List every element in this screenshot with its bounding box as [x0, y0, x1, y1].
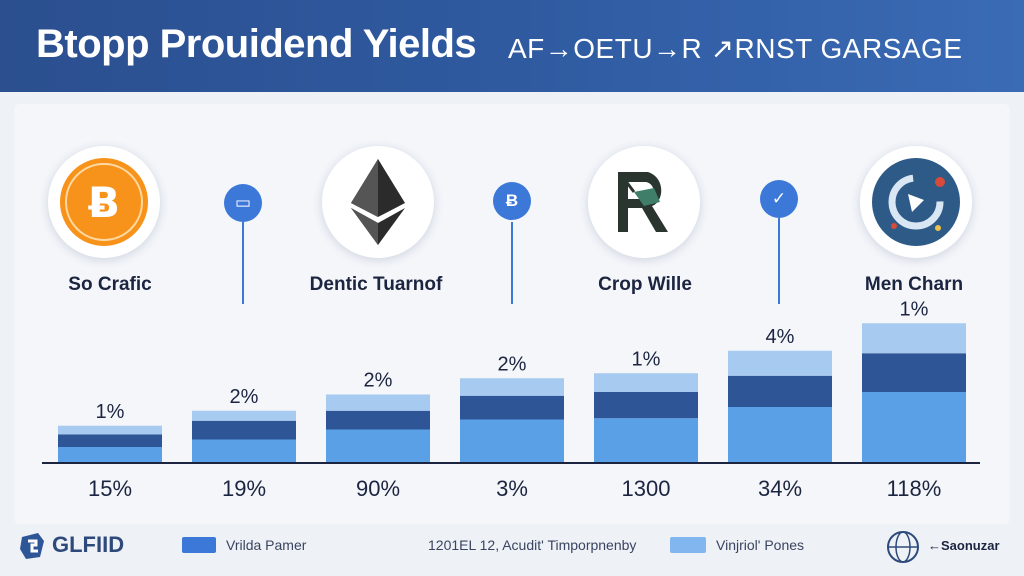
- bar-bottom-label-4: 3%: [496, 476, 528, 501]
- marker-line-1: [242, 222, 244, 304]
- bar-segment-4-2: [460, 395, 564, 420]
- footer-mid-text: 1201EL 12, Acudit' Timporpnenby: [428, 537, 637, 553]
- header-banner: Btopp Prouidend Yields AF→OETU→R ↗RNST G…: [0, 0, 1024, 92]
- bar-segment-7-3: [862, 323, 966, 354]
- bar-segment-4-1: [460, 419, 564, 462]
- bar-top-label-5: 1%: [632, 348, 661, 370]
- bar-top-label-4: 2%: [498, 353, 527, 375]
- bar-segment-2-1: [192, 439, 296, 462]
- bar-top-label-2: 2%: [230, 386, 259, 408]
- bar-segment-2-2: [192, 420, 296, 440]
- page-subtitle: AF→OETU→R ↗RNST GARSAGE: [508, 33, 963, 64]
- globe-logo-icon: [872, 158, 960, 246]
- svg-text:Ƀ: Ƀ: [88, 178, 120, 227]
- footer-logo-text: GLFIID: [52, 532, 125, 557]
- bar-bottom-label-1: 15%: [88, 476, 132, 501]
- bar-segment-5-2: [594, 392, 698, 419]
- bar-segment-7-1: [862, 392, 966, 462]
- coin-label-2: Dentic Tuarnof: [309, 274, 443, 295]
- marker-line-3: [778, 218, 780, 304]
- bar-segment-1-3: [58, 425, 162, 435]
- bar-segment-1-1: [58, 447, 162, 462]
- legend-swatch-1: [182, 537, 216, 553]
- coin-bitcoin: Ƀ: [48, 146, 160, 258]
- coin-label-3: Crop Wille: [598, 274, 692, 295]
- bar-top-label-1: 1%: [96, 401, 125, 423]
- bar-segment-2-3: [192, 410, 296, 421]
- glfiid-logo-icon: [20, 533, 44, 559]
- bar-segment-6-1: [728, 407, 832, 462]
- check-icon: ✓: [760, 180, 798, 218]
- footer-brand-text: ←Saonuzar: [928, 538, 1000, 553]
- bar-top-label-7: 1%: [900, 298, 929, 320]
- coin-globe-token: [860, 146, 972, 258]
- bar-segment-5-3: [594, 373, 698, 392]
- r-logo-icon: [618, 172, 668, 232]
- bitcoin-icon: Ƀ: [60, 158, 148, 246]
- bar-segment-3-1: [326, 429, 430, 462]
- legend-swatch-2: [670, 537, 706, 553]
- page-title: Btopp Prouidend Yields: [36, 22, 477, 66]
- bar-segment-6-3: [728, 350, 832, 376]
- legend-label-2: Vinjriol' Pones: [716, 537, 805, 553]
- bar-segment-6-2: [728, 375, 832, 407]
- coin-r-token: [588, 146, 700, 258]
- bar-segment-3-2: [326, 410, 430, 430]
- ethereum-icon: [351, 159, 405, 245]
- bar-bottom-label-6: 34%: [758, 476, 802, 501]
- coin-label-1: So Crafic: [68, 274, 152, 295]
- currency-icon: Ƀ: [493, 182, 531, 220]
- card-icon: ▭: [224, 184, 262, 222]
- bar-bottom-label-5: 1300: [622, 476, 671, 501]
- bar-top-label-3: 2%: [364, 370, 393, 392]
- bar-bottom-label-3: 90%: [356, 476, 400, 501]
- marker-line-2: [511, 222, 513, 304]
- bar-segment-1-2: [58, 434, 162, 447]
- coin-ethereum: [322, 146, 434, 258]
- bar-bottom-label-2: 19%: [222, 476, 266, 501]
- legend-label-1: Vrilda Pamer: [226, 537, 307, 553]
- bar-segment-4-3: [460, 378, 564, 396]
- bar-segment-7-2: [862, 353, 966, 392]
- bar-top-label-6: 4%: [766, 326, 795, 348]
- coin-label-4: Men Charn: [864, 274, 964, 295]
- bar-bottom-label-7: 118%: [887, 476, 942, 501]
- bar-segment-5-1: [594, 418, 698, 462]
- globe-badge-icon: [887, 531, 919, 563]
- bar-segment-3-3: [326, 394, 430, 411]
